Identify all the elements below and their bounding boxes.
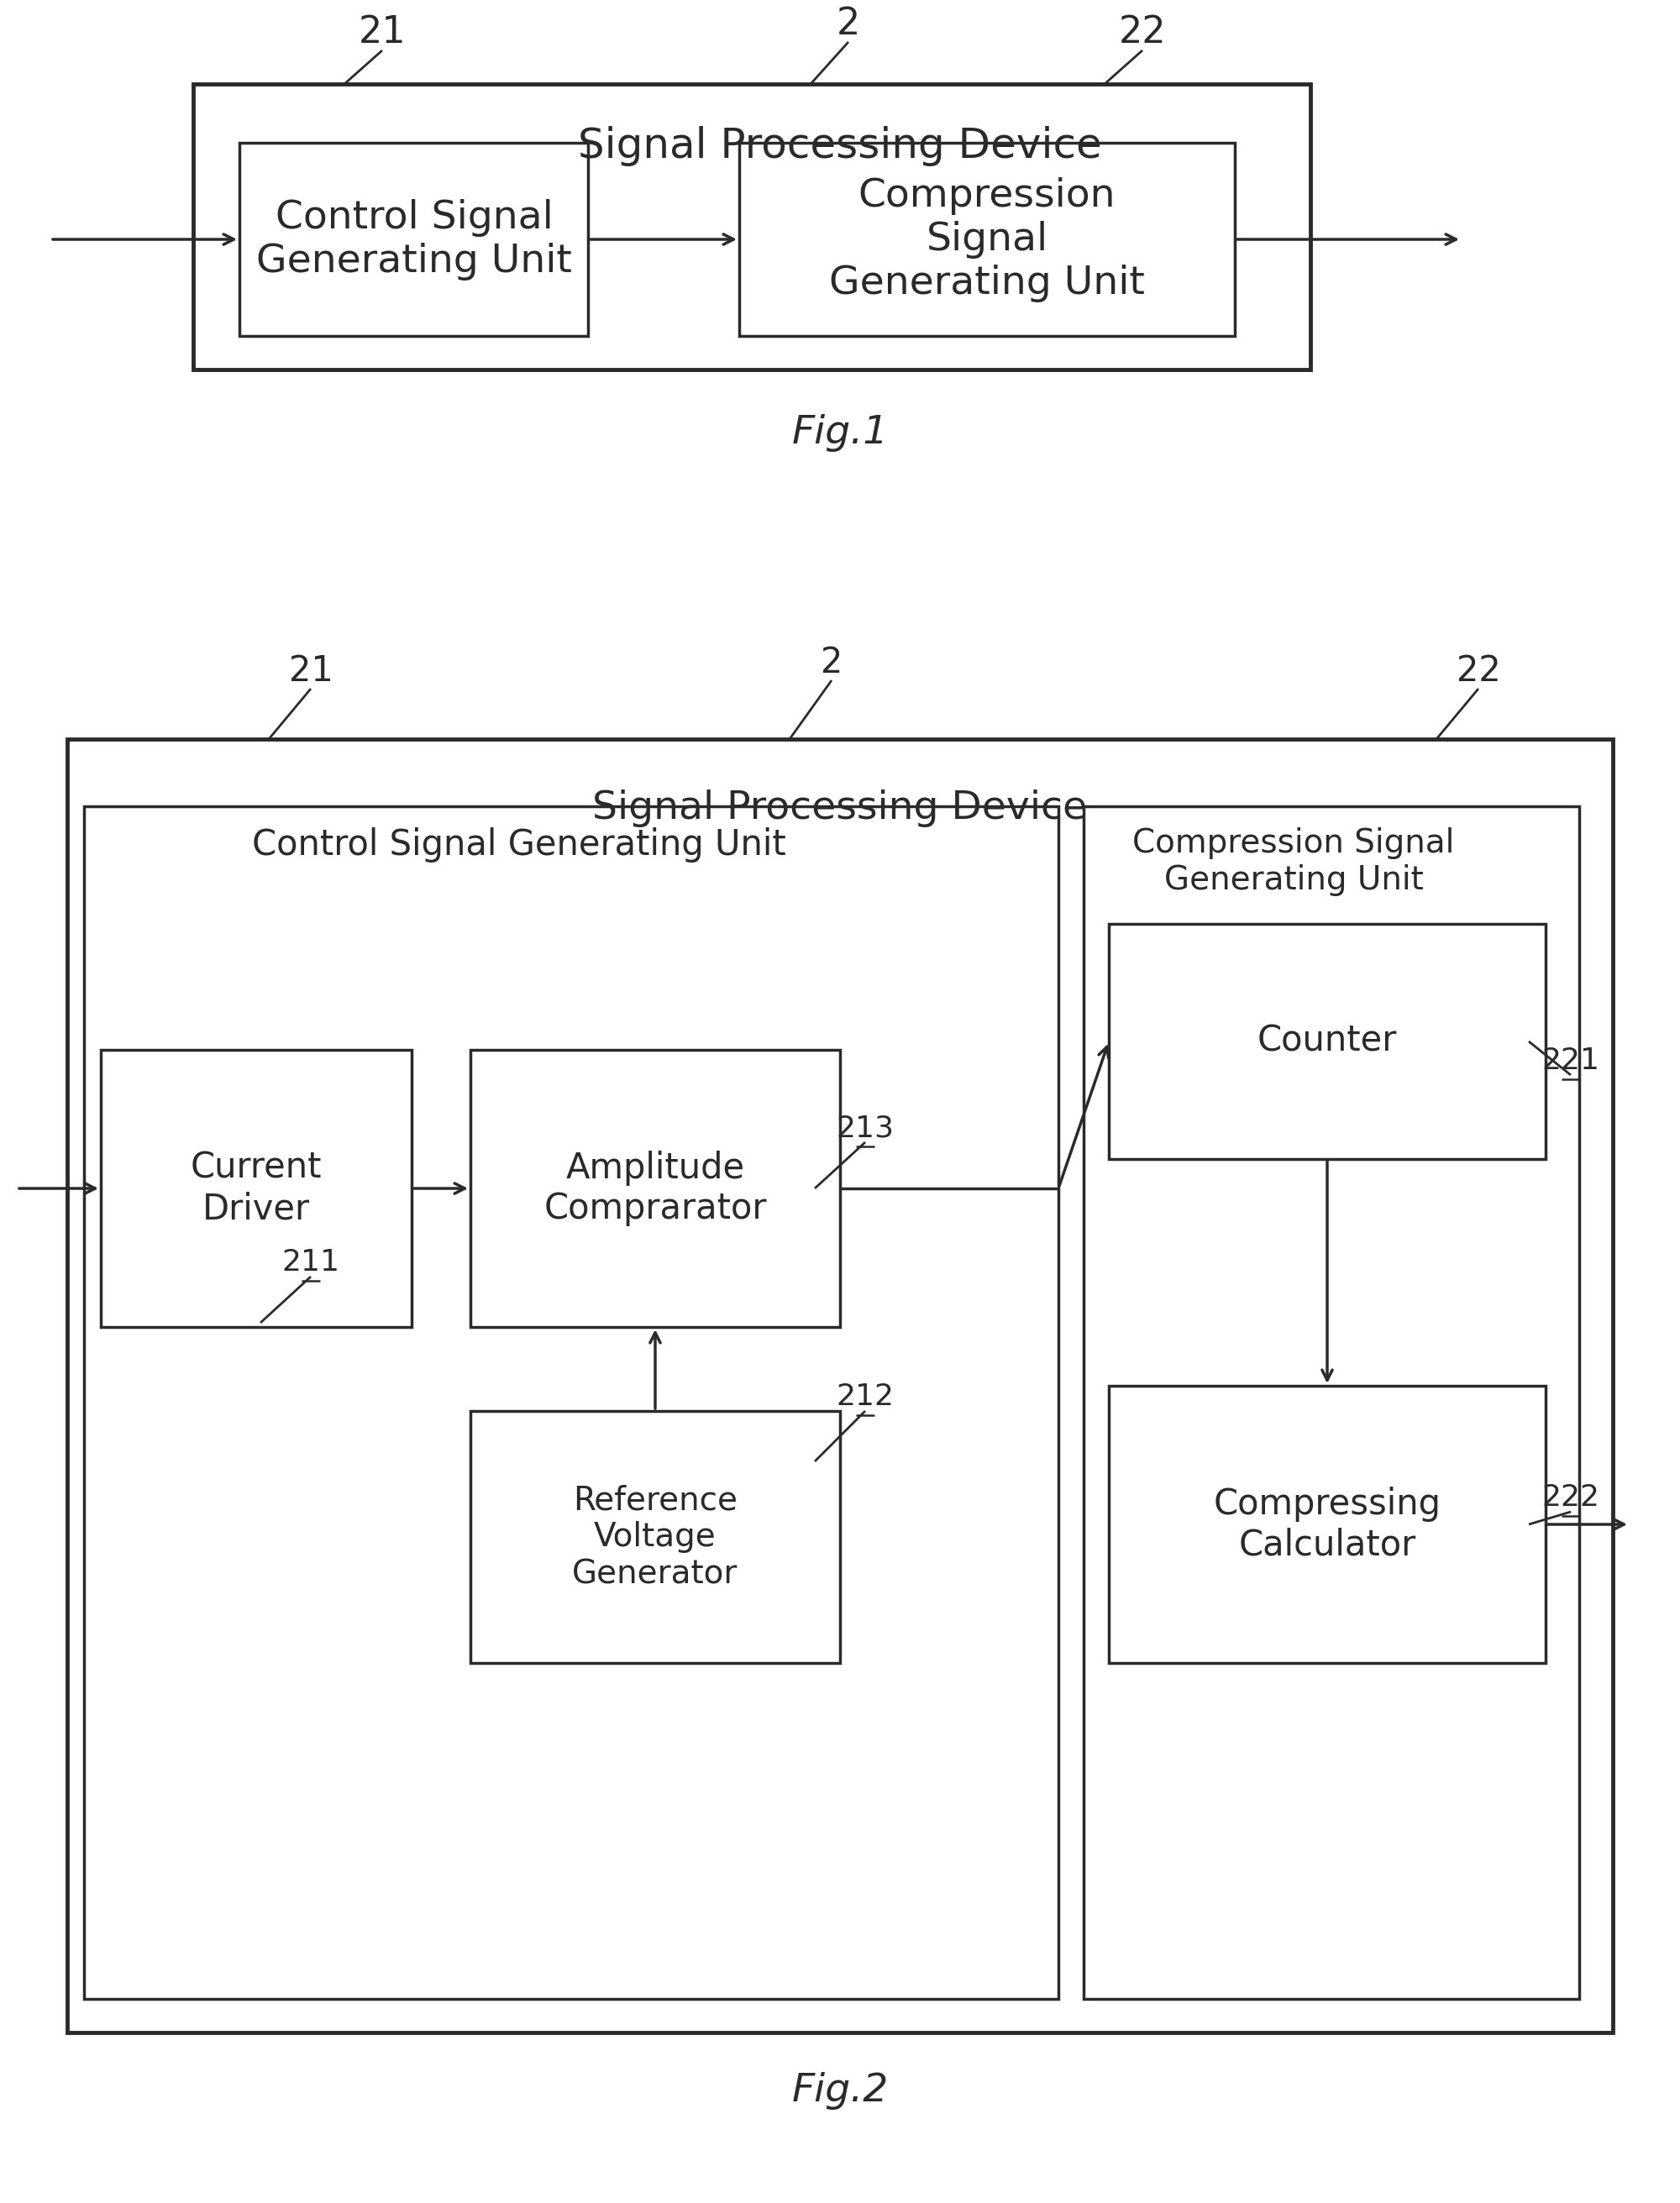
Bar	[470, 1051, 840, 1326]
Bar	[240, 143, 588, 335]
Text: Counter: Counter	[1257, 1024, 1398, 1060]
Text: Control Signal Generating Unit: Control Signal Generating Unit	[252, 828, 786, 864]
Bar	[1109, 923, 1546, 1159]
Text: 22: 22	[1119, 13, 1166, 51]
Bar	[193, 84, 1310, 370]
Text: Control Signal
Generating Unit: Control Signal Generating Unit	[257, 198, 571, 280]
Bar	[67, 738, 1613, 2033]
Text: 21: 21	[289, 654, 333, 690]
Text: Reference
Voltage
Generator: Reference Voltage Generator	[573, 1485, 738, 1591]
Text: 2: 2	[820, 645, 843, 681]
Bar	[84, 806, 1058, 1998]
Text: Fig.1: Fig.1	[791, 414, 889, 452]
Text: Compression Signal
Generating Unit: Compression Signal Generating Unit	[1132, 828, 1455, 897]
Text: 21: 21	[358, 13, 407, 51]
Bar	[739, 143, 1235, 335]
Text: 212: 212	[837, 1383, 894, 1410]
Text: 2: 2	[837, 7, 860, 42]
Text: Fig.2: Fig.2	[791, 2073, 889, 2110]
Text: 221: 221	[1542, 1046, 1599, 1075]
Text: 222: 222	[1542, 1483, 1599, 1511]
Bar	[470, 1410, 840, 1663]
Text: Current
Driver: Current Driver	[190, 1150, 323, 1227]
Text: 211: 211	[282, 1249, 339, 1276]
Bar	[1084, 806, 1579, 1998]
Text: Compressing
Calculator: Compressing Calculator	[1213, 1487, 1441, 1562]
Text: Compression
Signal
Generating Unit: Compression Signal Generating Unit	[830, 176, 1144, 302]
Bar	[101, 1051, 412, 1326]
Text: Signal Processing Device: Signal Processing Device	[593, 789, 1087, 828]
Text: 22: 22	[1457, 654, 1500, 690]
Bar	[1109, 1386, 1546, 1663]
Text: Amplitude
Comprarator: Amplitude Comprarator	[544, 1150, 766, 1227]
Text: 213: 213	[837, 1115, 894, 1141]
Text: Signal Processing Device: Signal Processing Device	[578, 126, 1102, 165]
